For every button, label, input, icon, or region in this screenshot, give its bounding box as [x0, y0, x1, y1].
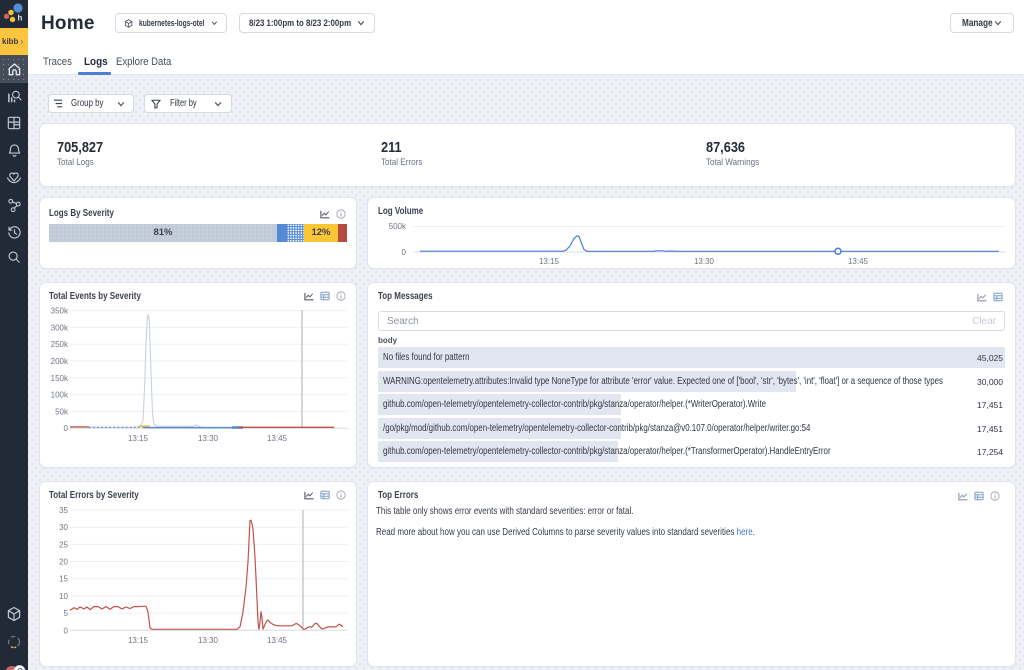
svg-text:0: 0 — [64, 626, 69, 635]
svg-text:13:45: 13:45 — [267, 434, 288, 443]
svg-text:13:45: 13:45 — [848, 257, 869, 266]
svg-text:h: h — [18, 14, 23, 23]
svg-text:200k: 200k — [51, 357, 69, 366]
svg-text:20: 20 — [59, 558, 68, 567]
svg-text:13:30: 13:30 — [198, 636, 219, 645]
svg-text:500k: 500k — [389, 222, 407, 231]
svg-text:250k: 250k — [51, 340, 69, 349]
svg-text:350k: 350k — [51, 307, 69, 316]
svg-text:25: 25 — [59, 540, 68, 549]
svg-text:5: 5 — [64, 609, 69, 618]
svg-text:13:30: 13:30 — [694, 257, 715, 266]
svg-text:10: 10 — [59, 592, 68, 601]
svg-text:300k: 300k — [51, 323, 69, 332]
svg-text:13:15: 13:15 — [539, 257, 560, 266]
svg-text:13:30: 13:30 — [198, 434, 219, 443]
svg-text:100k: 100k — [51, 391, 69, 400]
svg-text:35: 35 — [59, 506, 68, 515]
svg-text:50k: 50k — [55, 407, 69, 416]
svg-text:13:45: 13:45 — [267, 636, 288, 645]
svg-text:150k: 150k — [51, 374, 69, 383]
svg-text:13:15: 13:15 — [128, 636, 149, 645]
svg-text:30: 30 — [59, 523, 68, 532]
svg-text:?: ? — [18, 667, 24, 670]
svg-text:0: 0 — [402, 248, 407, 257]
svg-text:0: 0 — [64, 424, 69, 433]
svg-text:15: 15 — [59, 575, 68, 584]
svg-text:13:15: 13:15 — [128, 434, 149, 443]
